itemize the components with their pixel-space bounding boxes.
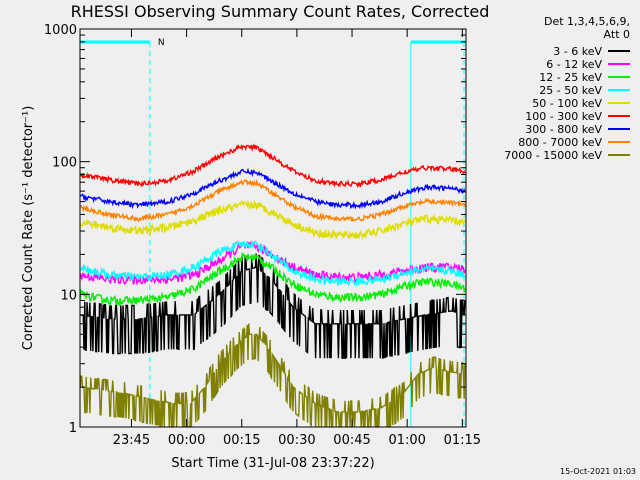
series-line xyxy=(79,143,466,189)
legend-label: 800 - 7000 keV xyxy=(518,136,602,149)
y-tick-label: 10 xyxy=(60,288,77,303)
x-tick-label: 00:00 xyxy=(168,433,205,448)
legend-header-line-1: Det 1,3,4,5,6,9, xyxy=(544,15,630,28)
series-group xyxy=(79,143,466,428)
series-line xyxy=(80,167,466,210)
series-line xyxy=(79,199,466,240)
legend-header-line-2: Att 0 xyxy=(604,28,630,41)
series-line xyxy=(79,240,466,288)
legend-label: 100 - 300 keV xyxy=(525,110,602,123)
legend-label: 7000 - 15000 keV xyxy=(504,149,602,162)
plot-frame xyxy=(79,28,467,428)
series-line xyxy=(79,323,466,428)
legend-label: 3 - 6 keV xyxy=(553,45,602,58)
x-tick-label: 01:00 xyxy=(388,433,425,448)
y-axis-label: Corrected Count Rate (s⁻¹ detector⁻¹) xyxy=(21,106,36,351)
x-tick-label: 01:15 xyxy=(444,433,481,448)
legend-label: 50 - 100 keV xyxy=(532,97,602,110)
legend-label: 300 - 800 keV xyxy=(525,123,602,136)
series-line xyxy=(79,251,466,308)
series-line xyxy=(80,253,466,359)
y-tick-label: 100 xyxy=(52,156,77,171)
night-marker-label: N xyxy=(158,38,165,48)
legend-label: 6 - 12 keV xyxy=(546,58,602,71)
x-tick-label: 00:45 xyxy=(333,433,370,448)
chart-title: RHESSI Observing Summary Count Rates, Co… xyxy=(71,2,490,21)
legend-label: 25 - 50 keV xyxy=(539,84,602,97)
y-tick-label: 1 xyxy=(69,421,77,436)
x-tick-label: 00:30 xyxy=(278,433,315,448)
x-tick-label: 23:45 xyxy=(113,433,150,448)
legend-label: 12 - 25 keV xyxy=(539,71,602,84)
series-line xyxy=(80,178,466,223)
y-tick-label: 1000 xyxy=(44,23,77,38)
axis-ticks: 23:45 00:00 00:15 00:30 00:45 01:00 01:15 1 10 10… xyxy=(44,23,481,448)
x-axis-label: Start Time (31-Jul-08 23:37:22) xyxy=(171,456,374,471)
timestamp: 15-Oct-2021 01:03 xyxy=(560,467,636,476)
x-tick-label: 00:15 xyxy=(223,433,260,448)
